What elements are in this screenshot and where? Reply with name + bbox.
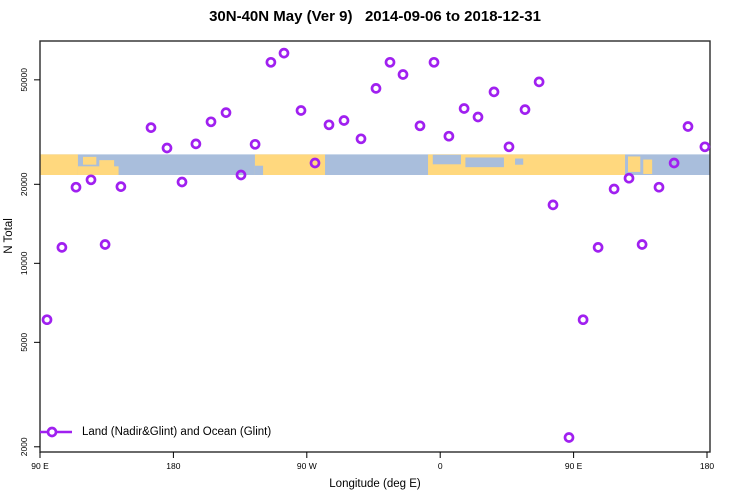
data-point	[488, 86, 500, 98]
map-band-land	[254, 154, 326, 175]
data-point	[592, 242, 604, 253]
data-point	[699, 141, 711, 153]
data-point	[608, 183, 620, 195]
data-point	[503, 141, 515, 153]
data-point	[220, 107, 232, 118]
legend-marker-icon	[40, 426, 72, 438]
map-band-sea-patch	[254, 165, 264, 175]
data-point	[563, 432, 575, 443]
y-axis-title: N Total	[3, 218, 15, 254]
map-band-land-patch	[99, 160, 115, 168]
data-point	[668, 157, 680, 169]
map-band-land-patch	[82, 156, 97, 165]
data-point	[70, 181, 82, 193]
data-point	[190, 138, 202, 150]
map-band-land	[40, 154, 78, 175]
x-axis-title: Longitude (deg E)	[329, 478, 421, 490]
data-point	[323, 119, 335, 131]
data-point	[623, 172, 635, 184]
data-point	[397, 69, 409, 80]
data-point	[384, 56, 396, 68]
data-point	[428, 56, 440, 68]
y-tick-label: 50000	[19, 68, 29, 92]
data-point	[309, 157, 321, 169]
map-band-sea-patch	[465, 157, 504, 168]
data-point	[636, 239, 648, 250]
y-tick-label: 10000	[19, 251, 29, 275]
data-point	[205, 116, 217, 128]
legend: Land (Nadir&Glint) and Ocean (Glint)	[39, 425, 271, 439]
data-point	[176, 176, 188, 188]
data-point	[278, 47, 290, 59]
data-point	[41, 314, 53, 326]
y-tick-label: 2000	[19, 437, 29, 456]
data-point	[249, 138, 261, 150]
map-band-land-patch	[643, 159, 653, 174]
data-point	[56, 242, 68, 253]
data-point	[519, 104, 531, 115]
data-point	[85, 174, 97, 186]
data-point	[682, 121, 694, 132]
map-band-sea-patch	[515, 158, 524, 165]
data-point	[295, 105, 307, 116]
data-point	[577, 314, 589, 326]
data-point	[653, 181, 665, 193]
data-point	[338, 115, 350, 126]
data-point	[472, 111, 484, 123]
data-point	[355, 133, 367, 145]
data-point	[370, 83, 382, 94]
x-tick-label: 180	[700, 461, 714, 471]
data-point	[265, 56, 277, 68]
data-point	[533, 76, 545, 88]
map-band-land-patch	[77, 166, 119, 175]
x-tick-label: 90 W	[297, 461, 317, 471]
map-band-land-patch	[627, 156, 641, 172]
data-point	[458, 103, 470, 114]
y-tick-label: 5000	[19, 333, 29, 352]
data-point	[145, 122, 157, 133]
legend-label: Land (Nadir&Glint) and Ocean (Glint)	[82, 426, 272, 438]
x-tick-label: 90 E	[31, 461, 49, 471]
x-tick-label: 180	[166, 461, 180, 471]
data-point	[235, 169, 247, 181]
y-tick-label: 20000	[19, 172, 29, 196]
data-point	[443, 130, 455, 142]
data-point	[99, 239, 111, 250]
data-point	[547, 199, 559, 211]
data-point	[161, 142, 173, 154]
map-band-sea-patch	[432, 154, 461, 165]
plot-frame	[39, 40, 711, 453]
x-tick-label: 0	[438, 461, 443, 471]
x-tick-label: 90 E	[565, 461, 583, 471]
data-point	[414, 120, 426, 132]
chart-title: 30N-40N May (Ver 9) 2014-09-06 to 2018-1…	[209, 8, 541, 25]
data-point	[115, 181, 127, 192]
